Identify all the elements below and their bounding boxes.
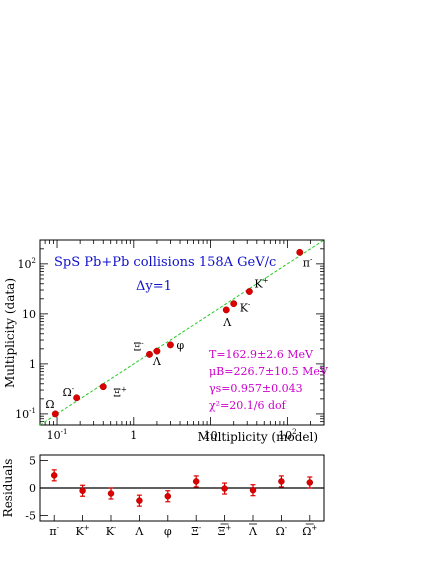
point-label: Λ [152,355,162,368]
residuals-y-tick-label: 0 [29,482,36,495]
residuals-x-tick-label: K- [106,524,117,538]
residuals-x-tick-label: Λ [134,525,144,538]
residuals-y-axis-title: Residuals [1,459,15,518]
residual-point [79,487,86,494]
data-point [230,300,238,308]
residuals-x-tick-label: Ω- [276,524,288,538]
fit-line-group [39,239,325,426]
point-label: φ [176,339,184,352]
fit-parameter: χ²=20.1/6 dof [209,399,287,412]
point-label: Ω [45,398,54,411]
residual-point [221,485,228,492]
residual-point [278,478,285,485]
residual-point [136,497,143,504]
fit-parameter: T=162.9±2.6 MeV [209,348,314,361]
residual-point [306,479,314,486]
residual-point [164,493,172,500]
fit-parameters: T=162.9±2.6 MeV μB=226.7±10.5 MeV γs=0.957… [209,348,329,412]
data-point [296,248,304,256]
point-label: Λ [222,316,232,329]
main-plot: 10-1 1 10 102 10-1 1 10 102 π- K+K- Λφ Λ Ξ- Ξ+ Ω- Ω S… [3,239,329,444]
chart-title: SpS Pb+Pb collisions 158A GeV/c [54,255,276,270]
point-label: Ξ- [133,339,144,353]
residuals-y-tick-label: -5 [25,510,36,523]
residual-point [192,478,200,485]
data-points: π- K+K- Λφ Λ Ξ- Ξ+ Ω- Ω [45,248,313,418]
y-tick-label: 102 [18,257,36,271]
data-point [51,410,59,418]
residual-point [249,486,257,494]
point-label: K+ [254,277,268,291]
data-point [99,383,107,391]
residuals-x-tick-label: Ξ- [191,524,202,538]
x-tick-label: 10-1 [47,428,68,442]
chart-subtitle: Δy=1 [136,279,172,294]
residuals-x-tick-label: π- [49,524,59,538]
main-x-ticks: 10-1 1 10 102 [39,240,325,442]
fit-parameter: μB=226.7±10.5 MeV [209,365,329,378]
main-plot-frame [39,239,325,426]
x-tick-label: 102 [278,428,296,442]
residuals-x-tick-label: Λ [248,525,258,538]
point-label: π- [303,255,313,269]
residuals-y-tick-label: 5 [29,455,36,468]
x-axis-title: Multiplicity (model) [198,430,318,444]
fit-parameter: γs=0.957±0.043 [209,382,303,395]
y-axis-title: Multiplicity (data) [3,278,17,388]
residuals-x-tick-label: Ω+ [302,524,317,538]
residuals-x-tick-label: K+ [76,524,90,538]
data-point [166,341,174,349]
residuals-x-tick-label: Ξ+ [218,524,232,538]
x-tick-label: 10 [204,429,218,442]
residuals-x-tick-label: φ [164,525,172,538]
x-tick-label: 1 [130,429,137,442]
y-tick-label: 10 [22,308,36,321]
residual-point [107,490,115,497]
residual-point [50,472,58,479]
point-label: K- [240,301,251,315]
data-point [222,306,230,314]
data-point [245,288,253,295]
data-point [73,394,81,402]
point-label: Ω- [63,385,75,399]
y-tick-label: 1 [29,358,36,371]
data-point [153,347,161,355]
fit-line [39,239,325,426]
data-point [146,350,153,358]
residual-points [50,469,314,507]
main-y-ticks: 10-1 1 10 102 [15,239,324,426]
point-label: Ξ+ [113,386,127,400]
y-tick-label: 10-1 [15,407,36,421]
